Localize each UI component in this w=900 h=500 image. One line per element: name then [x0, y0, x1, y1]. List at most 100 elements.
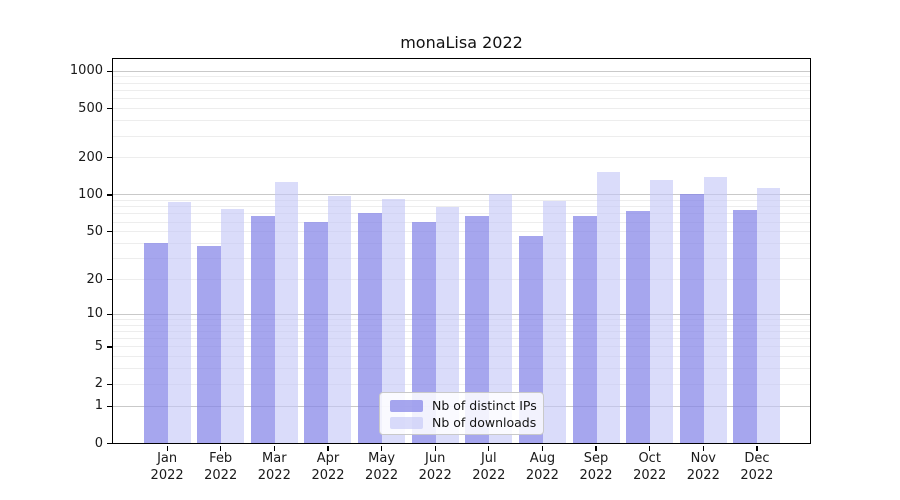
bar-distinct-ips-nov[interactable] — [679, 193, 704, 443]
x-label-year: 2022 — [579, 467, 613, 483]
bar-downloads-oct[interactable] — [650, 179, 674, 443]
minor-gridline — [113, 135, 810, 137]
x-label-month: Sep — [583, 451, 609, 466]
x-tick-label: Feb 2022 — [186, 451, 256, 484]
legend-label-distinct-ips: Nb of distinct IPs — [432, 398, 537, 413]
minor-gridline — [113, 368, 810, 370]
bar-downloads-aug[interactable] — [542, 201, 566, 443]
x-tick — [166, 445, 168, 451]
x-tick-label: Nov 2022 — [668, 451, 738, 484]
minor-gridline — [113, 98, 810, 100]
minor-gridline — [113, 221, 810, 223]
x-tick — [488, 445, 490, 451]
minor-gridline — [113, 324, 810, 326]
bar-downloads-nov[interactable] — [703, 176, 727, 443]
y-tick — [107, 442, 113, 445]
y-tick-label: 20 — [86, 271, 103, 287]
x-tick-label: Jan 2022 — [132, 451, 202, 484]
bar-downloads-mar[interactable] — [274, 182, 298, 443]
bar-downloads-apr[interactable] — [328, 196, 352, 443]
bar-distinct-ips-mar[interactable] — [250, 215, 275, 443]
minor-gridline — [113, 76, 810, 78]
x-label-month: May — [368, 451, 396, 466]
x-label-year: 2022 — [472, 467, 506, 483]
minor-gridline — [113, 231, 810, 233]
minor-gridline — [113, 82, 810, 84]
minor-gridline — [113, 206, 810, 208]
x-tick — [273, 445, 275, 451]
x-label-year: 2022 — [204, 467, 238, 483]
minor-gridline — [113, 108, 810, 110]
bar-downloads-sep[interactable] — [596, 172, 620, 443]
y-tick — [107, 346, 113, 348]
x-tick-label: Apr 2022 — [293, 451, 363, 484]
x-tick-label: Jul 2022 — [454, 451, 524, 484]
minor-gridline — [113, 120, 810, 122]
bar-distinct-ips-jan[interactable] — [143, 242, 168, 443]
minor-gridline — [113, 383, 810, 385]
x-label-month: Mar — [262, 451, 287, 466]
y-tick — [107, 157, 113, 159]
x-tick — [327, 445, 329, 451]
bar-downloads-dec[interactable] — [757, 188, 781, 443]
bar-downloads-jul[interactable] — [489, 193, 513, 443]
bar-downloads-jun[interactable] — [435, 206, 459, 443]
y-tick — [107, 405, 113, 407]
x-label-month: Aug — [529, 451, 556, 466]
y-tick — [107, 194, 113, 196]
x-tick-label: Aug 2022 — [507, 451, 577, 484]
major-gridline — [113, 313, 810, 315]
y-tick-label: 100 — [78, 186, 103, 202]
x-label-month: Jun — [425, 451, 446, 466]
x-tick-label: Mar 2022 — [239, 451, 309, 484]
minor-gridline — [113, 157, 810, 159]
bar-distinct-ips-sep[interactable] — [572, 215, 597, 443]
y-tick-label: 2 — [94, 376, 103, 392]
bar-distinct-ips-dec[interactable] — [733, 209, 758, 443]
bar-distinct-ips-apr[interactable] — [304, 221, 329, 443]
x-tick — [649, 445, 651, 451]
legend-swatch-distinct-ips — [390, 399, 423, 412]
x-label-month: Apr — [316, 451, 340, 466]
minor-gridline — [113, 89, 810, 91]
chart-title: monaLisa 2022 — [400, 33, 523, 52]
minor-gridline — [113, 346, 810, 348]
bar-downloads-jan[interactable] — [167, 202, 191, 443]
x-tick-label: Dec 2022 — [722, 451, 792, 484]
bar-distinct-ips-oct[interactable] — [626, 211, 651, 443]
minor-gridline — [113, 338, 810, 340]
x-label-month: Jan — [157, 451, 178, 466]
legend-item-distinct-ips[interactable]: Nb of distinct IPs — [386, 397, 543, 414]
x-label-month: Nov — [690, 451, 716, 466]
y-tick-label: 0 — [94, 435, 103, 451]
x-label-year: 2022 — [150, 467, 184, 483]
bar-downloads-may[interactable] — [382, 198, 406, 443]
y-tick-label: 5 — [94, 339, 103, 354]
x-tick — [434, 445, 436, 451]
x-label-month: Feb — [209, 451, 233, 466]
x-label-year: 2022 — [633, 467, 667, 483]
x-tick-label: Sep 2022 — [561, 451, 631, 484]
x-tick — [220, 445, 222, 451]
y-tick — [107, 108, 113, 110]
legend-item-downloads[interactable]: Nb of downloads — [386, 414, 543, 431]
x-tick-label: Jun 2022 — [400, 451, 470, 484]
minor-gridline — [113, 330, 810, 332]
x-label-year: 2022 — [740, 467, 774, 483]
bar-distinct-ips-feb[interactable] — [197, 245, 222, 443]
minor-gridline — [113, 318, 810, 320]
x-label-year: 2022 — [257, 467, 291, 483]
bar-downloads-feb[interactable] — [221, 209, 245, 443]
y-tick-label: 1000 — [69, 63, 103, 79]
x-tick-label: Oct 2022 — [615, 451, 685, 484]
y-tick — [107, 278, 113, 281]
x-label-year: 2022 — [365, 467, 399, 483]
bar-distinct-ips-may[interactable] — [358, 212, 383, 443]
y-tick-label: 1 — [94, 398, 103, 414]
minor-gridline — [113, 199, 810, 201]
x-label-month: Jul — [480, 451, 497, 466]
y-tick-label: 10 — [86, 306, 103, 322]
minor-gridline — [113, 213, 810, 215]
x-tick — [756, 445, 758, 451]
